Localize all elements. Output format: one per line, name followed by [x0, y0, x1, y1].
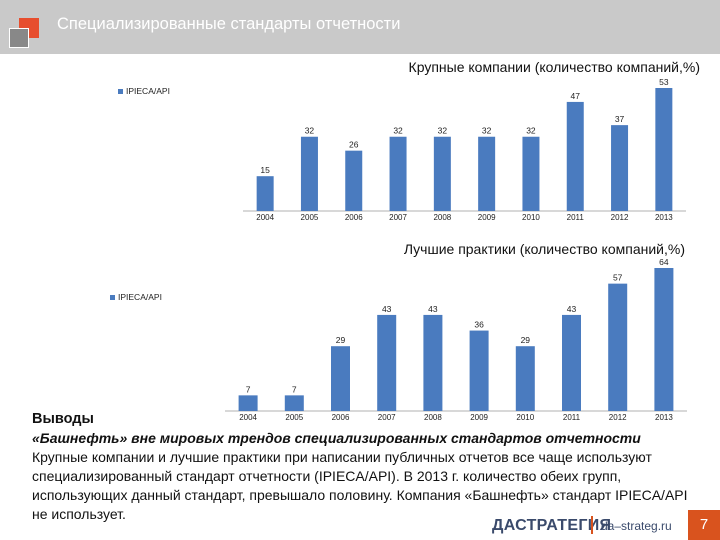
x-tick-label: 2013 — [655, 413, 673, 422]
x-tick-label: 2012 — [611, 213, 629, 222]
x-tick-label: 2005 — [301, 213, 319, 222]
bar — [423, 314, 443, 411]
bar — [345, 150, 363, 211]
conclusions-body: Крупные компании и лучшие практики при н… — [32, 449, 688, 522]
footer-url[interactable]: da–strateg.ru — [601, 519, 672, 533]
bar-value-label: 7 — [246, 384, 251, 394]
bar-value-label: 32 — [438, 126, 448, 136]
x-tick-label: 2008 — [424, 413, 442, 422]
bar-value-label: 43 — [567, 304, 577, 314]
chart-title: Лучшие практики (количество компаний,%) — [404, 241, 685, 257]
x-tick-label: 2010 — [522, 213, 540, 222]
bar — [608, 283, 628, 411]
bar — [238, 395, 258, 411]
footer-logo: ДАСТРАТЕГИЯ — [492, 517, 612, 534]
bar — [522, 136, 540, 211]
bar-value-label: 43 — [428, 304, 438, 314]
bar-value-label: 47 — [571, 91, 581, 101]
page-number: 7 — [688, 510, 720, 540]
bar-value-label: 57 — [613, 273, 623, 283]
bar — [611, 125, 629, 211]
footer-separator — [591, 516, 593, 534]
x-tick-label: 2007 — [378, 413, 396, 422]
x-tick-label: 2008 — [433, 213, 451, 222]
bar-value-label: 7 — [292, 384, 297, 394]
x-tick-label: 2004 — [256, 213, 274, 222]
bar — [284, 395, 304, 411]
bar-value-label: 43 — [382, 304, 392, 314]
x-tick-label: 2006 — [345, 213, 363, 222]
bar-value-label: 36 — [474, 320, 484, 330]
bar — [566, 101, 584, 211]
bar — [654, 268, 674, 411]
bar — [300, 136, 318, 211]
bar-value-label: 26 — [349, 140, 359, 150]
x-tick-label: 2012 — [609, 413, 627, 422]
bar-value-label: 32 — [305, 126, 315, 136]
bar — [562, 314, 581, 411]
x-tick-label: 2013 — [655, 213, 673, 222]
x-tick-label: 2006 — [332, 413, 350, 422]
legend-swatch — [110, 295, 115, 300]
bar — [377, 314, 397, 411]
legend-label: IPIECA/API — [126, 86, 170, 96]
bar — [515, 346, 535, 411]
bar-value-label: 29 — [521, 335, 531, 345]
slide-title: Специализированные стандарты отчетности — [57, 15, 401, 33]
x-tick-label: 2011 — [567, 213, 585, 222]
chart-title: Крупные компании (количество компаний,%) — [409, 59, 700, 75]
bar — [331, 346, 350, 411]
bar — [655, 88, 673, 211]
bar — [433, 136, 451, 211]
x-tick-label: 2004 — [239, 413, 257, 422]
conclusions-subtitle: «Башнефть» вне мировых трендов специализ… — [32, 430, 641, 446]
bar — [469, 330, 489, 411]
title-bar: Специализированные стандарты отчетности — [0, 0, 720, 54]
bar-value-label: 32 — [526, 126, 536, 136]
bar — [389, 136, 407, 211]
x-tick-label: 2011 — [563, 413, 581, 422]
bar-value-label: 53 — [659, 77, 669, 87]
bar-value-label: 29 — [336, 335, 346, 345]
bar-value-label: 37 — [615, 114, 625, 124]
conclusions-heading: Выводы — [32, 411, 94, 427]
conclusions-block: Выводы «Башнефть» вне мировых трендов сп… — [32, 410, 702, 524]
x-tick-label: 2007 — [389, 213, 407, 222]
bar — [478, 136, 496, 211]
title-accent-gray-square — [9, 28, 29, 48]
legend-swatch — [118, 89, 123, 94]
bar-value-label: 64 — [659, 257, 669, 267]
x-tick-label: 2010 — [516, 413, 534, 422]
legend-label: IPIECA/API — [118, 292, 162, 302]
x-tick-label: 2009 — [470, 413, 488, 422]
bar-value-label: 32 — [482, 126, 492, 136]
bar-value-label: 32 — [393, 126, 403, 136]
x-tick-label: 2005 — [285, 413, 303, 422]
x-tick-label: 2009 — [478, 213, 496, 222]
bar-value-label: 15 — [260, 165, 270, 175]
bar — [256, 176, 274, 211]
